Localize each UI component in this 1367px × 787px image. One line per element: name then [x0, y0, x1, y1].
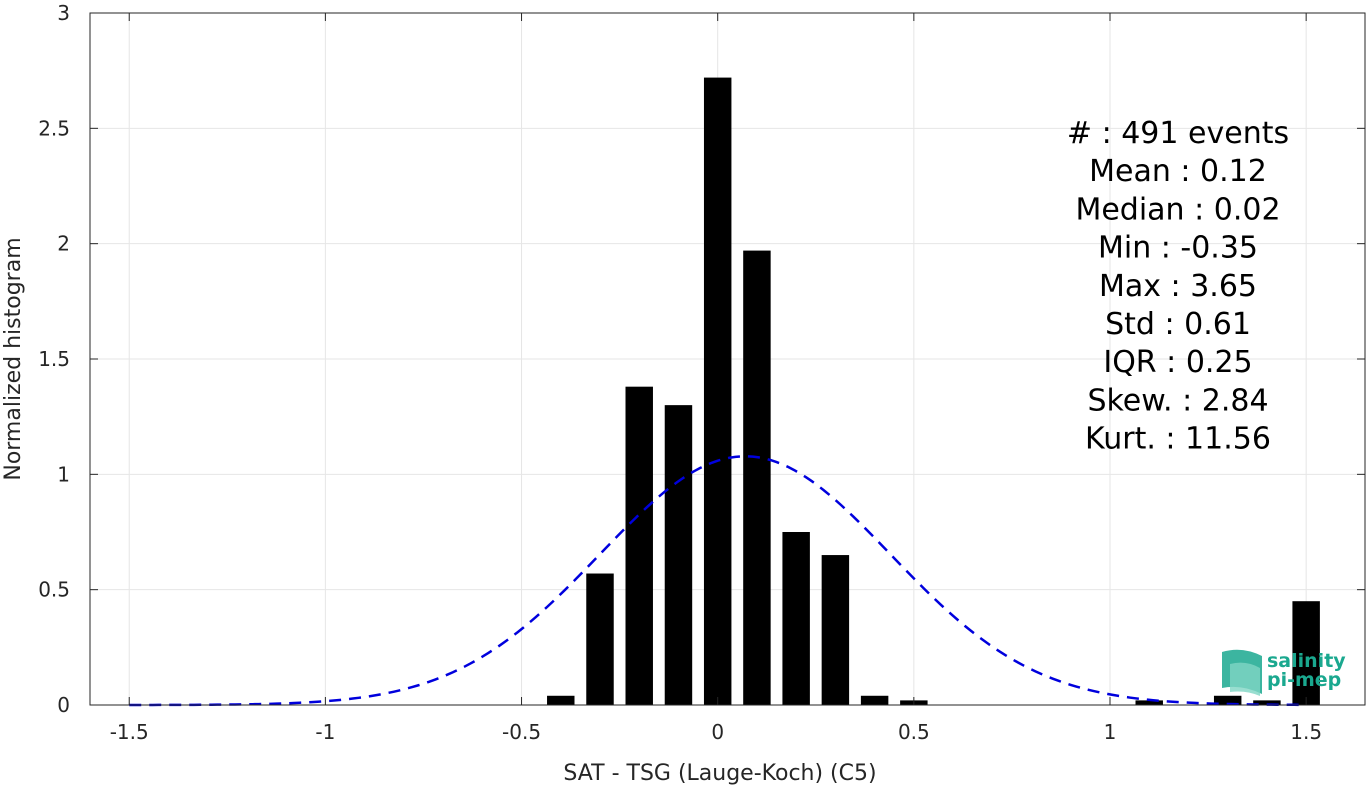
logo-wave-mark-inner [1230, 662, 1260, 696]
y-axis-ticks: 0 0.5 1 1.5 2 2.5 3 [38, 1, 1365, 717]
histogram-bar [1253, 700, 1281, 705]
histogram-bar [821, 555, 850, 705]
x-axis-ticks: -1.5 -1 -0.5 0 0.5 1 1.5 [110, 13, 1322, 744]
histogram-bar [1213, 695, 1242, 705]
salinity-pi-mep-logo: salinity pi-mep [1222, 649, 1346, 696]
histogram-bar [586, 573, 614, 705]
histogram-bar [703, 77, 732, 705]
stat-line: Skew. : 2.84 [1087, 383, 1268, 418]
y-axis-label: Normalized histogram [1, 237, 26, 480]
x-tick-label: 0 [711, 720, 724, 744]
x-tick-label: 1 [1104, 720, 1117, 744]
y-tick-label: 0 [57, 693, 70, 717]
y-tick-label: 1 [57, 462, 70, 486]
histogram-bar [664, 405, 693, 705]
x-tick-label: 0.5 [898, 720, 930, 744]
histogram-bar [782, 532, 810, 705]
stat-line: Mean : 0.12 [1089, 154, 1267, 189]
stat-line: Median : 0.02 [1075, 192, 1280, 227]
x-tick-label: -1.5 [110, 720, 149, 744]
x-tick-label: -0.5 [502, 720, 541, 744]
stat-line: # : 491 events [1067, 116, 1289, 151]
y-tick-label: 1.5 [38, 347, 70, 371]
y-tick-label: 2.5 [38, 116, 70, 140]
stat-line: Max : 3.65 [1099, 269, 1257, 304]
histogram-bar [860, 695, 889, 705]
histogram-bar [1292, 601, 1320, 705]
x-axis-label: SAT - TSG (Lauge-Koch) (C5) [563, 761, 876, 786]
y-tick-label: 3 [57, 1, 70, 25]
stat-line: Min : -0.35 [1098, 231, 1258, 266]
y-tick-label: 2 [57, 232, 70, 256]
histogram-bar [743, 250, 771, 705]
stat-line: IQR : 0.25 [1103, 345, 1252, 380]
logo-text-line2: pi-mep [1267, 669, 1341, 691]
histogram-bar [1135, 700, 1163, 705]
normal-fit-curve [129, 455, 1307, 707]
x-tick-label: -1 [315, 720, 335, 744]
stat-line: Kurt. : 11.56 [1085, 422, 1271, 457]
stat-line: Std : 0.61 [1105, 307, 1251, 342]
y-tick-label: 0.5 [38, 578, 70, 602]
histogram-bar [547, 695, 575, 705]
histogram-bar [625, 386, 653, 705]
logo-text-line1: salinity [1267, 650, 1346, 672]
x-tick-label: 1.5 [1290, 720, 1322, 744]
